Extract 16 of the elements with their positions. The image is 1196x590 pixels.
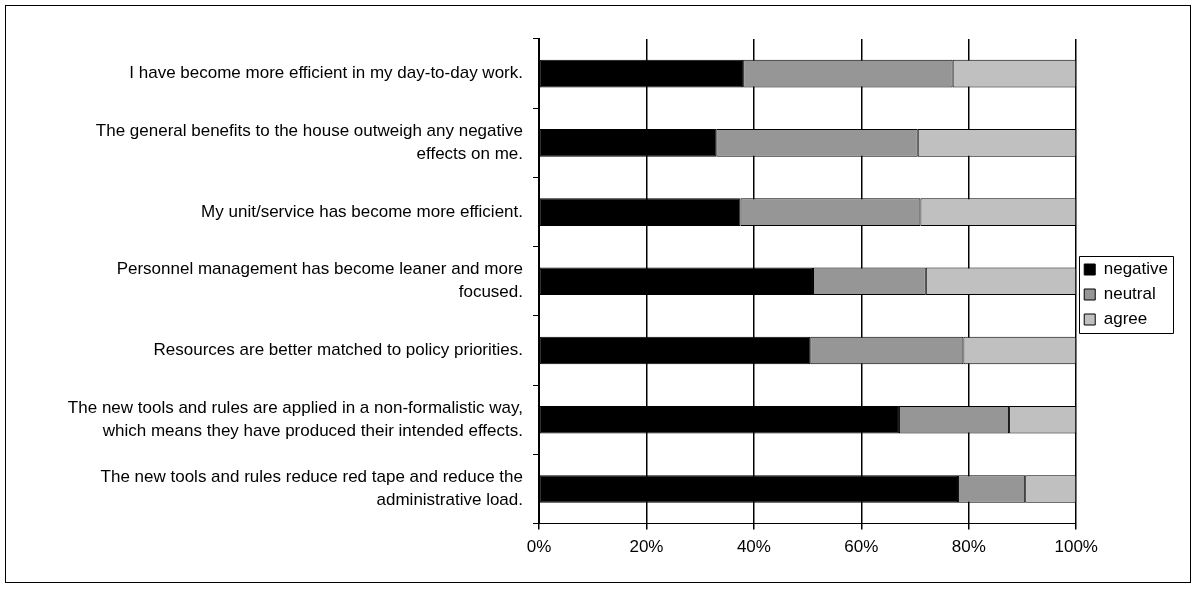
x-tick-label: 0%	[526, 537, 552, 557]
y-tick-label: Personnel management has become leaner and more focused.	[116, 259, 523, 302]
legend-label: negative	[1103, 259, 1169, 279]
x-tick-label: 60%	[844, 537, 879, 557]
y-tick-label: My unit/service has become more efficient.	[201, 201, 523, 221]
y-tick-label: The new tools and rules are applied in a non-formalistic way, which means they have produced their intended effects.	[67, 397, 523, 440]
x-tick-label: 100%	[1054, 537, 1098, 557]
x-tick-label: 40%	[736, 537, 771, 557]
x-tick-label: 80%	[951, 537, 986, 557]
y-tick-label: Resources are better matched to policy priorities.	[153, 340, 523, 360]
x-tick-label: 20%	[629, 537, 664, 557]
y-tick-label: The new tools and rules reduce red tape and reduce the administrative load.	[100, 467, 523, 510]
legend-label: neutral	[1103, 284, 1156, 304]
y-tick-label: I have become more efficient in my day-to-day work.	[129, 63, 523, 83]
y-tick-label: The general benefits to the house outweigh any negative effects on me.	[95, 121, 523, 163]
legend-label: agree	[1103, 309, 1148, 329]
